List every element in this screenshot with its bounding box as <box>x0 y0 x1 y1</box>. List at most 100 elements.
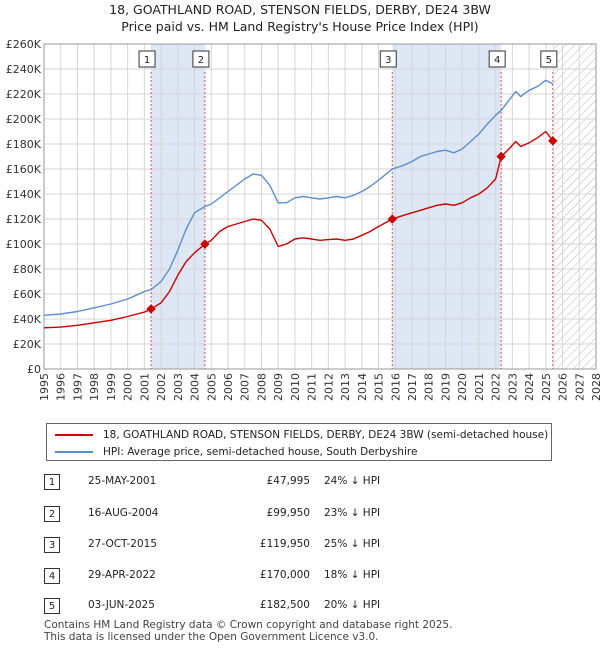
x-tick-label: 2007 <box>239 373 252 401</box>
y-tick-label: £40K <box>13 313 42 326</box>
x-tick-label: 1997 <box>71 373 84 401</box>
sale-date: 16-AUG-2004 <box>88 507 159 519</box>
sale-hpi-diff: 23% ↓ HPI <box>324 507 381 519</box>
chart-subtitle: Price paid vs. HM Land Registry's House … <box>121 19 479 34</box>
sale-number-badge: 3 <box>44 537 60 553</box>
sale-date: 27-OCT-2015 <box>88 538 157 550</box>
x-tick-label: 2011 <box>306 373 319 401</box>
sale-label: 2 <box>198 55 204 66</box>
property-price-line <box>43 130 554 329</box>
x-tick-label: 2009 <box>272 373 285 401</box>
x-tick-label: 2016 <box>389 373 402 401</box>
sale-price: £119,950 <box>259 538 310 550</box>
sale-number-badge: 4 <box>44 568 60 584</box>
sale-date: 29-APR-2022 <box>88 569 156 581</box>
sale-hpi-diff: 20% ↓ HPI <box>324 599 381 611</box>
legend-item-hpi: HPI: Average price, semi-detached house,… <box>55 444 417 460</box>
y-tick-label: £260K <box>6 38 42 51</box>
x-tick-label: 2023 <box>506 373 519 401</box>
sale-date: 25-MAY-2001 <box>88 475 157 487</box>
plot-frame <box>43 43 597 370</box>
sale-row: 4 29-APR-2022 £170,000 18% ↓ HPI <box>44 568 464 586</box>
x-tick-label: 1995 <box>38 373 51 401</box>
sale-number-badge: 2 <box>44 506 60 522</box>
legend-swatch-hpi <box>55 451 93 453</box>
x-tick-label: 2008 <box>255 373 268 401</box>
sale-point <box>387 214 397 224</box>
sale-point <box>548 136 558 146</box>
x-tick-label: 2003 <box>172 373 185 401</box>
x-tick-label: 2019 <box>439 373 452 401</box>
x-tick-label: 2026 <box>557 373 570 401</box>
x-tick-label: 2013 <box>339 373 352 401</box>
x-tick-label: 2021 <box>473 373 486 401</box>
x-tick-label: 1998 <box>88 373 101 401</box>
sale-point <box>496 151 506 162</box>
y-tick-label: £120K <box>6 213 42 226</box>
sale-price: £47,995 <box>266 475 310 487</box>
sale-label-box <box>192 50 210 68</box>
price-chart: £0 £20K £40K £60K £80K £100K £120K £140K £160K £1… <box>6 38 600 401</box>
chart-legend: 18, GOATHLAND ROAD, STENSON FIELDS, DERB… <box>46 423 552 461</box>
y-tick-label: £0 <box>27 363 41 376</box>
y-tick-label: £200K <box>6 113 42 126</box>
sale-point <box>146 304 156 314</box>
sale-band-5 <box>552 44 555 369</box>
sale-point <box>200 239 210 249</box>
y-tick-label: £160K <box>6 163 42 176</box>
sale-date: 03-JUN-2025 <box>88 599 155 611</box>
sale-number-badge: 1 <box>44 474 60 490</box>
y-tick-label: £240K <box>6 63 42 76</box>
sale-price: £170,000 <box>259 569 310 581</box>
x-tick-label: 2002 <box>155 373 168 401</box>
sale-label-box <box>379 50 397 68</box>
sale-label-box <box>488 50 506 68</box>
sale-hpi-diff: 24% ↓ HPI <box>324 475 381 487</box>
x-tick-label: 2022 <box>490 373 503 401</box>
hpi-line <box>43 79 554 316</box>
x-tick-label: 2018 <box>423 373 436 401</box>
legend-label-hpi: HPI: Average price, semi-detached house,… <box>103 446 418 458</box>
legend-item-property: 18, GOATHLAND ROAD, STENSON FIELDS, DERB… <box>55 427 548 443</box>
sale-row: 5 03-JUN-2025 £182,500 20% ↓ HPI <box>44 598 464 616</box>
x-tick-label: 2010 <box>289 373 302 401</box>
legend-swatch-property <box>55 434 93 436</box>
x-tick-label: 2020 <box>456 373 469 401</box>
x-tick-label: 2015 <box>373 373 386 401</box>
y-tick-label: £60K <box>13 288 42 301</box>
sale-label: 5 <box>546 55 552 66</box>
x-tick-label: 2005 <box>205 373 218 401</box>
sale-label-box <box>138 50 156 68</box>
x-tick-label: 2017 <box>406 373 419 401</box>
x-tick-label: 2014 <box>356 373 369 401</box>
x-tick-label: 2004 <box>189 373 202 401</box>
x-tick-label: 2028 <box>590 373 600 401</box>
footer-licence: This data is licensed under the Open Gov… <box>44 631 379 643</box>
sale-hpi-diff: 25% ↓ HPI <box>324 538 381 550</box>
y-tick-label: £140K <box>6 188 42 201</box>
y-tick-label: £220K <box>6 88 42 101</box>
y-tick-label: £100K <box>6 238 42 251</box>
sale-label: 1 <box>144 55 150 66</box>
y-tick-label: £80K <box>13 263 42 276</box>
x-tick-label: 2027 <box>573 373 586 401</box>
x-tick-label: 2006 <box>222 373 235 401</box>
y-tick-label: £20K <box>13 338 42 351</box>
x-tick-label: 1999 <box>105 373 118 401</box>
x-tick-label: 1996 <box>55 373 68 401</box>
x-tick-label: 2024 <box>523 373 536 401</box>
sale-row: 1 25-MAY-2001 £47,995 24% ↓ HPI <box>44 474 464 492</box>
sale-row: 3 27-OCT-2015 £119,950 25% ↓ HPI <box>44 537 464 555</box>
x-tick-label: 2025 <box>540 373 553 401</box>
x-tick-label: 2012 <box>322 373 335 401</box>
footer-copyright: Contains HM Land Registry data © Crown c… <box>44 619 453 631</box>
sale-row: 2 16-AUG-2004 £99,950 23% ↓ HPI <box>44 506 464 524</box>
sale-hpi-diff: 18% ↓ HPI <box>324 569 381 581</box>
sale-label: 3 <box>385 55 391 66</box>
footer-attribution: Contains HM Land Registry data © Crown c… <box>44 619 452 643</box>
x-tick-label: 2001 <box>138 373 151 401</box>
y-tick-label: £180K <box>6 138 42 151</box>
sale-price: £99,950 <box>266 507 310 519</box>
sale-band-3-4 <box>392 44 502 369</box>
legend-label-property: 18, GOATHLAND ROAD, STENSON FIELDS, DERB… <box>103 429 549 441</box>
